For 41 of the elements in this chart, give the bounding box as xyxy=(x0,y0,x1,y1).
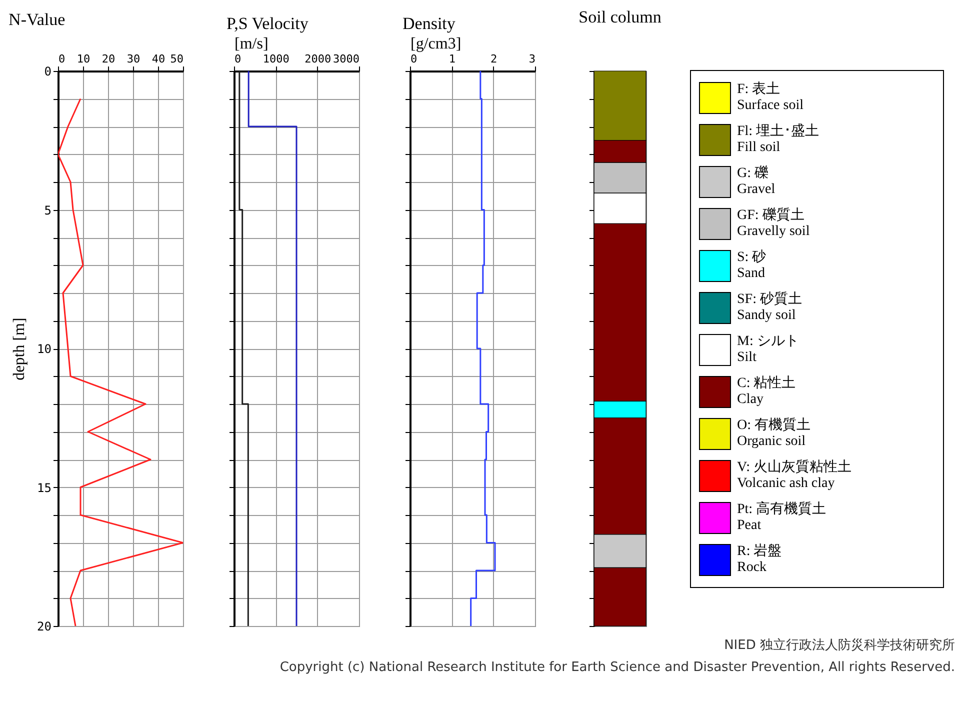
x-tick-label: 2 xyxy=(490,52,498,66)
y-tick-label: 10 xyxy=(37,342,52,356)
text: R: 岩盤 Rock xyxy=(737,544,782,576)
x-tick-label: 2000 xyxy=(304,52,332,66)
x-tick-label: 40 xyxy=(152,52,166,66)
x-tick-label: 3000 xyxy=(333,52,360,66)
text: M: シルト Silt xyxy=(737,334,799,366)
x-tick-label: 1 xyxy=(448,52,456,66)
x-axis-title: [m/s] xyxy=(234,36,268,52)
x-tick-label: 3 xyxy=(528,52,536,66)
text: SF: 砂質土 Sandy soil xyxy=(737,292,802,324)
x-tick-label: 10 xyxy=(76,52,90,66)
x-tick-label: 50 xyxy=(170,52,184,66)
x-tick-label: 0 xyxy=(234,52,242,66)
text: G: 礫 Gravel xyxy=(737,166,776,198)
text: Fl: 埋土･盛土 Fill soil xyxy=(737,124,820,156)
x-axis-title: [g/cm3] xyxy=(410,36,462,52)
text: C: 粘性土 Clay xyxy=(737,376,796,408)
y-tick-label: 0 xyxy=(44,64,52,78)
text: GF: 礫質土 Gravelly soil xyxy=(737,208,810,240)
text: Pt: 高有機質土 Peat xyxy=(737,502,826,534)
x-tick-label: 30 xyxy=(126,52,140,66)
text: NIED 独立行政法人防災科学技術研究所 xyxy=(723,637,955,655)
text: S: 砂 Sand xyxy=(737,250,766,282)
text: O: 有機質土 Organic soil xyxy=(737,418,810,450)
x-tick-label: 1000 xyxy=(262,52,290,66)
y-tick-label: 5 xyxy=(44,203,52,218)
text: Copyright (c) National Research Institute for Earth Science and Disaster Prevention, All rights Reserved. xyxy=(278,659,955,677)
x-tick-label: 0 xyxy=(58,52,66,66)
x-tick-label: 0 xyxy=(410,52,418,66)
chart-title: Density xyxy=(402,14,456,33)
text: F: 表土 Surface soil xyxy=(737,82,804,114)
y-tick-label: 20 xyxy=(37,620,52,634)
chart-title: Soil column xyxy=(578,8,662,26)
chart-title: N-Value xyxy=(8,10,66,29)
text: V: 火山灰質粘性土 Volcanic ash clay xyxy=(737,460,852,492)
y-tick-label: 15 xyxy=(37,480,52,495)
line-series xyxy=(58,98,183,626)
y-axis-title: depth [m] xyxy=(11,318,28,380)
x-tick-label: 20 xyxy=(102,52,116,66)
chart-title: P,S Velocity xyxy=(226,14,309,33)
